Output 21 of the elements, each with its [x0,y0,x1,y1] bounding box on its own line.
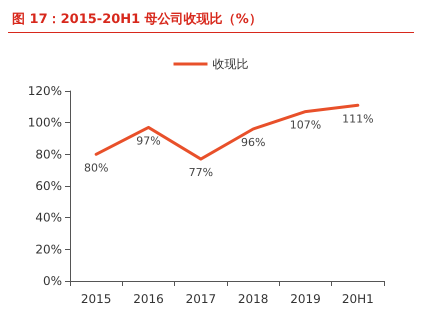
data-label: 97% [136,134,161,148]
x-tick-label: 2016 [133,292,164,306]
y-tick-label: 20% [35,242,62,256]
x-tick-label: 2018 [238,292,268,306]
x-tick-label: 2019 [290,292,321,306]
y-tick-label: 80% [35,147,62,162]
y-tick-label: 60% [35,179,62,193]
x-tick-label: 20H1 [342,292,374,306]
y-tick-label: 120% [28,84,62,98]
data-label: 77% [188,166,214,180]
legend-label: 收现比 [212,57,248,71]
x-tick-label: 2015 [80,292,112,306]
y-tick-label: 0% [42,274,62,288]
x-tick-label: 2017 [186,292,216,306]
data-label: 80% [84,161,108,174]
chart-title: 图 17：2015-20H1 母公司收现比（%） [8,8,414,33]
data-label: 111% [342,112,374,126]
y-tick-label: 100% [28,116,62,130]
data-label: 96% [240,136,266,149]
y-tick-label: 40% [35,210,62,225]
data-label: 107% [290,118,322,132]
